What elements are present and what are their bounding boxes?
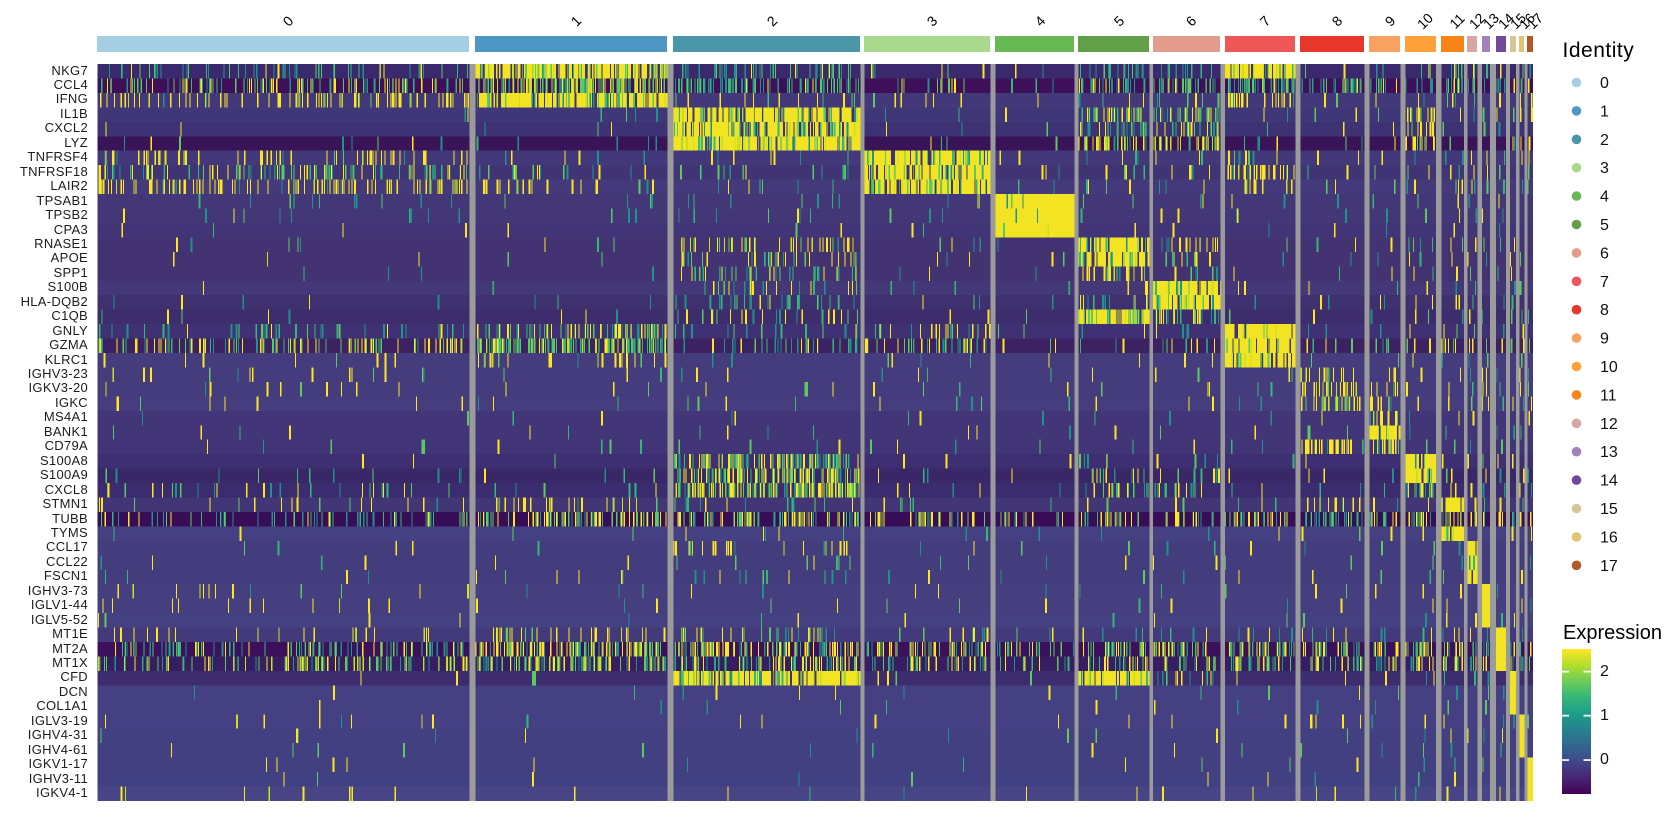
svg-text:12: 12 <box>1600 416 1618 433</box>
svg-text:6: 6 <box>1600 245 1609 262</box>
svg-text:2: 2 <box>1600 132 1609 149</box>
svg-text:3: 3 <box>1600 160 1609 177</box>
svg-text:4: 4 <box>1600 189 1609 206</box>
svg-text:7: 7 <box>1600 274 1609 291</box>
svg-text:14: 14 <box>1600 473 1618 490</box>
svg-text:9: 9 <box>1600 331 1609 348</box>
svg-text:8: 8 <box>1600 302 1609 319</box>
svg-text:11: 11 <box>1600 387 1617 404</box>
svg-text:13: 13 <box>1600 444 1618 461</box>
svg-text:1: 1 <box>1600 103 1609 120</box>
svg-text:10: 10 <box>1600 359 1618 376</box>
svg-text:17: 17 <box>1600 558 1618 575</box>
svg-text:16: 16 <box>1600 529 1618 546</box>
svg-text:5: 5 <box>1600 217 1609 234</box>
svg-text:15: 15 <box>1600 501 1618 518</box>
svg-text:0: 0 <box>1600 75 1609 92</box>
